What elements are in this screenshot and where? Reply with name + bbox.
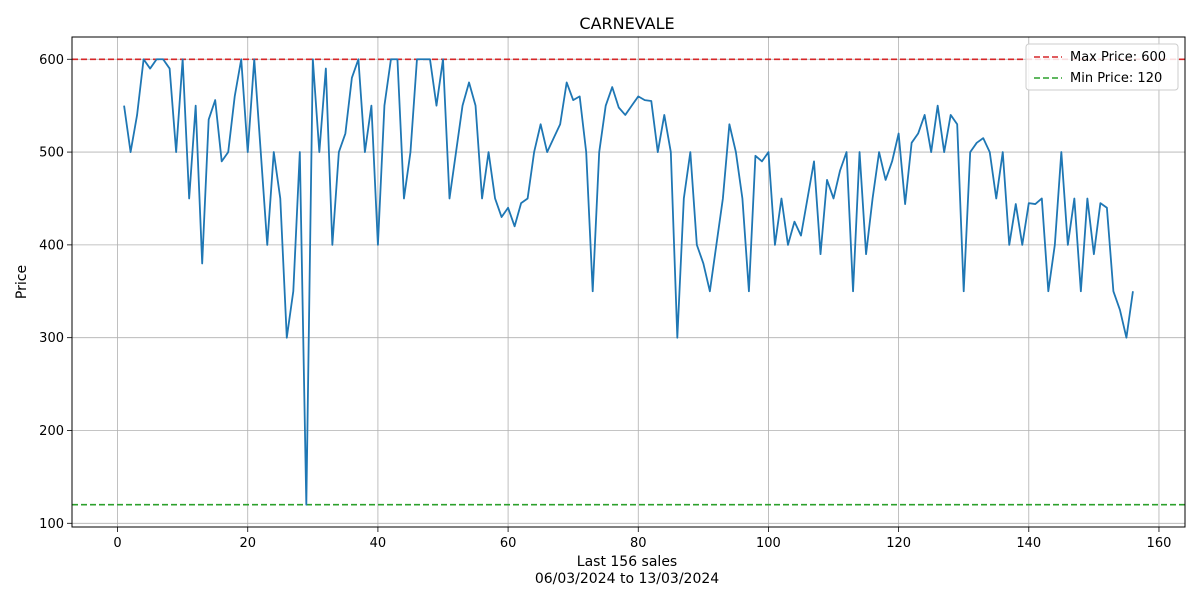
x-tick-label: 120 <box>886 536 911 551</box>
y-axis-ticks: 100 200 300 400 500 600 <box>39 53 72 532</box>
y-axis-label: Price <box>14 265 30 299</box>
y-tick-label: 100 <box>39 517 64 532</box>
y-tick-label: 600 <box>39 53 64 68</box>
x-tick-label: 20 <box>239 536 256 551</box>
chart-title: CARNEVALE <box>579 14 674 33</box>
x-tick-label: 160 <box>1147 536 1172 551</box>
x-axis-sublabel: 06/03/2024 to 13/03/2024 <box>535 571 719 587</box>
price-series-line <box>123 58 1134 506</box>
x-tick-label: 40 <box>370 536 387 551</box>
y-tick-label: 300 <box>39 331 64 346</box>
x-axis-label: Last 156 sales <box>577 554 677 570</box>
y-tick-label: 500 <box>39 146 64 161</box>
plot-frame <box>71 36 1186 528</box>
legend-box <box>1025 43 1179 91</box>
legend-label-min: Min Price: 120 <box>1070 71 1162 86</box>
y-tick-label: 400 <box>39 238 64 253</box>
x-axis-ticks: 0 20 40 60 80 100 120 140 160 <box>113 527 1171 551</box>
x-tick-label: 100 <box>756 536 781 551</box>
grid <box>72 37 1185 527</box>
legend-label-max: Max Price: 600 <box>1070 50 1166 65</box>
y-tick-label: 200 <box>39 424 64 439</box>
legend: Max Price: 600 Min Price: 120 <box>1025 43 1179 91</box>
x-tick-label: 0 <box>113 536 121 551</box>
reference-lines <box>72 58 1185 506</box>
x-tick-label: 140 <box>1016 536 1041 551</box>
x-tick-label: 80 <box>630 536 647 551</box>
series-layer <box>123 58 1134 506</box>
x-tick-label: 60 <box>500 536 517 551</box>
